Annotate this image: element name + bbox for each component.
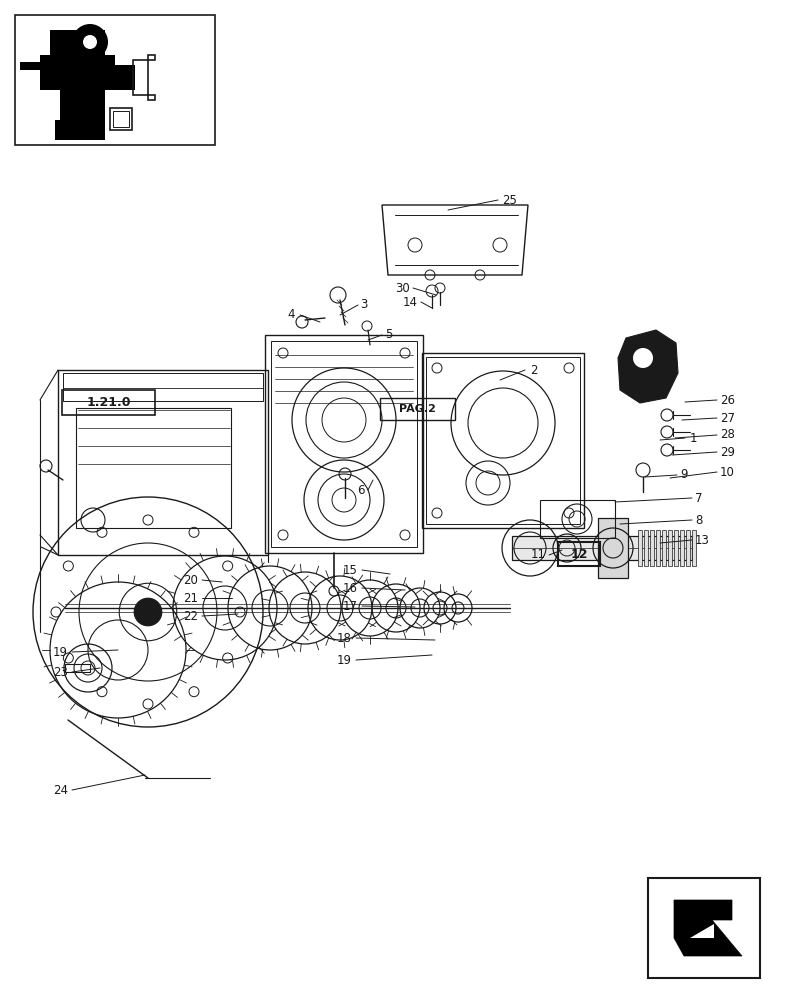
Text: 8: 8: [695, 514, 703, 526]
Text: 17: 17: [343, 599, 358, 612]
Bar: [265, 335, 423, 553]
Polygon shape: [598, 518, 628, 578]
Text: 2: 2: [530, 363, 538, 376]
Text: 14: 14: [403, 296, 418, 308]
Polygon shape: [690, 924, 714, 938]
Text: 18: 18: [337, 632, 352, 645]
Bar: [271, 341, 417, 547]
Bar: [674, 530, 678, 566]
Bar: [638, 530, 642, 566]
Text: 1.21.0: 1.21.0: [86, 396, 131, 409]
Text: 1: 1: [690, 432, 698, 444]
Bar: [105, 65, 135, 90]
Text: 9: 9: [680, 468, 687, 482]
Bar: [426, 357, 580, 524]
Text: 16: 16: [343, 582, 358, 594]
Bar: [644, 530, 648, 566]
Text: 13: 13: [695, 534, 710, 546]
Text: 23: 23: [53, 666, 68, 678]
Bar: [113, 111, 129, 127]
Text: 29: 29: [720, 446, 735, 458]
Text: 3: 3: [360, 298, 367, 312]
Bar: [380, 398, 455, 420]
Text: 19: 19: [53, 646, 68, 658]
Bar: [50, 30, 105, 70]
Text: 22: 22: [183, 609, 198, 622]
Bar: [668, 530, 672, 566]
Text: PAG.2: PAG.2: [399, 404, 436, 414]
Polygon shape: [20, 62, 58, 70]
Bar: [55, 120, 105, 140]
Text: 12: 12: [570, 548, 588, 560]
Text: 25: 25: [502, 194, 517, 207]
Text: 28: 28: [720, 428, 735, 442]
Bar: [686, 530, 690, 566]
Bar: [648, 878, 760, 978]
Circle shape: [633, 348, 653, 368]
Circle shape: [134, 598, 162, 626]
Bar: [656, 530, 660, 566]
Bar: [15, 15, 215, 145]
Bar: [650, 530, 654, 566]
Bar: [662, 530, 666, 566]
Bar: [692, 530, 696, 566]
Text: 24: 24: [53, 784, 68, 796]
Bar: [680, 530, 684, 566]
Text: 30: 30: [395, 282, 410, 294]
Text: 27: 27: [720, 412, 735, 424]
Bar: [58, 370, 268, 555]
Text: 10: 10: [720, 466, 735, 479]
Polygon shape: [674, 900, 742, 956]
Text: 5: 5: [385, 328, 392, 342]
Bar: [60, 90, 105, 130]
Bar: [76, 408, 231, 528]
Text: 11: 11: [531, 548, 546, 562]
Bar: [40, 55, 115, 90]
Circle shape: [83, 35, 97, 49]
Text: 20: 20: [183, 574, 198, 586]
Bar: [63, 373, 263, 401]
Bar: [65, 664, 90, 672]
Bar: [62, 390, 155, 415]
Polygon shape: [618, 330, 678, 403]
Text: 4: 4: [287, 308, 295, 322]
Text: 26: 26: [720, 393, 735, 406]
Bar: [422, 353, 584, 528]
Text: 21: 21: [183, 591, 198, 604]
Text: 19: 19: [337, 654, 352, 666]
Bar: [512, 536, 692, 560]
Text: 7: 7: [695, 491, 703, 504]
Circle shape: [72, 24, 108, 60]
Bar: [110, 108, 132, 130]
Text: 15: 15: [343, 564, 358, 576]
Bar: [558, 542, 600, 566]
Text: 6: 6: [357, 484, 365, 496]
